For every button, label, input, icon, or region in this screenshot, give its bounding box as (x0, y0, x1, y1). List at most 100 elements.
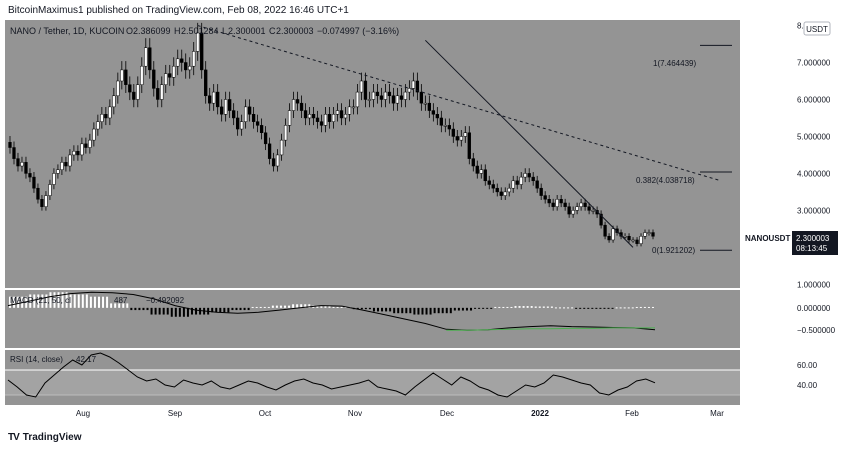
macd-histogram-bar (587, 307, 590, 309)
price-tag-countdown: 08:13:45 (796, 244, 828, 253)
candle-down (156, 88, 160, 100)
candle-down (535, 180, 539, 189)
macd-histogram-bar (17, 296, 20, 308)
candle-up (291, 99, 296, 111)
macd-histogram-bar (283, 305, 286, 308)
candle-down (491, 184, 495, 189)
candle-down (76, 150, 80, 156)
candle-up (331, 114, 336, 122)
macd-histogram-bar (259, 306, 262, 308)
symbol-line: NANO / Tether, 1D, KUCOIN (10, 26, 124, 36)
publish-line: BitcoinMaximus1 published on TradingView… (8, 5, 349, 16)
candle-down (587, 206, 591, 211)
tradingview-logo[interactable]: TV TradingView (8, 432, 82, 443)
macd-histogram-bar (114, 303, 117, 308)
macd-histogram-bar (554, 307, 557, 309)
macd-histogram-bar (138, 307, 141, 311)
macd-histogram-bar (65, 292, 68, 308)
macd-histogram-bar (118, 303, 121, 308)
macd-histogram-bar (474, 307, 477, 309)
x-tick-label: 2022 (531, 409, 549, 418)
candle-down (471, 158, 475, 167)
macd-histogram-bar (150, 307, 153, 315)
macd-histogram-bar (413, 307, 416, 315)
trendline-descending-resistance (425, 39, 634, 248)
macd-histogram-bar (583, 307, 586, 309)
candle-down (40, 199, 44, 207)
candle-down (547, 199, 551, 204)
macd-histogram-bar (158, 307, 161, 315)
macd-histogram-bar (227, 307, 230, 313)
candle-up (343, 114, 348, 119)
macd-histogram-bar (478, 307, 481, 309)
candle-up (239, 121, 244, 130)
price-tag-value: 2.300003 (796, 234, 830, 243)
candle-up (243, 106, 248, 122)
candle-up (172, 65, 176, 78)
macd-histogram-bar (591, 307, 594, 309)
macd-histogram-bar (178, 307, 181, 317)
macd-histogram-bar (316, 305, 319, 308)
candle-down (124, 69, 128, 85)
candle-down (551, 202, 555, 207)
macd-label: MACD (21, 50, cl (10, 296, 71, 305)
macd-histogram-bar (304, 304, 307, 308)
candle-down (531, 176, 535, 182)
candle-down (299, 102, 304, 111)
candle-down (455, 136, 459, 141)
candle-down (319, 121, 324, 126)
macd-histogram-bar (385, 307, 388, 312)
macd-histogram-bar (45, 294, 48, 308)
candle-up (279, 139, 284, 156)
tradingview-logo-text: TradingView (22, 432, 82, 443)
tradingview-logo-icon: TV (8, 432, 20, 443)
macd-histogram-bar (267, 306, 270, 308)
macd-histogram-bar (356, 307, 359, 310)
currency-badge: USDT (806, 25, 828, 34)
candle-up (507, 187, 511, 193)
candle-up (88, 139, 92, 148)
currency-badge-box[interactable] (803, 21, 831, 36)
price-tick-label: 5.000000 (797, 132, 831, 141)
candle-down (168, 73, 172, 78)
macd-histogram-bar (526, 306, 529, 308)
candle-up (136, 84, 140, 100)
rsi-label: RSI (14, close) (10, 355, 63, 364)
candle-up (20, 162, 24, 167)
macd-axis-bg (740, 290, 845, 348)
macd-histogram-bar (494, 306, 497, 308)
macd-histogram-bar (93, 296, 96, 308)
macd-histogram-bar (571, 307, 574, 309)
price-tick-label: 6.000000 (797, 95, 831, 104)
candle-up (611, 228, 615, 241)
candle-up (359, 80, 364, 93)
macd-histogram-bar (292, 304, 295, 308)
macd-histogram-bar (324, 305, 327, 308)
macd-histogram-bar (130, 307, 133, 311)
macd-histogram-bar (558, 307, 561, 309)
candle-down (128, 84, 132, 93)
candle-up (523, 173, 527, 178)
macd-histogram-bar (522, 306, 525, 308)
macd-histogram-bar (377, 307, 380, 312)
macd-histogram-bar (85, 294, 88, 308)
macd-histogram-bar (502, 306, 505, 308)
macd-histogram-bar (154, 307, 157, 315)
macd-histogram-bar (490, 307, 493, 309)
macd-histogram-bar (623, 307, 626, 309)
trendline-long-term-resistance (197, 25, 722, 182)
macd-histogram-bar (538, 306, 541, 308)
candle-up (591, 210, 595, 212)
candle-up (188, 65, 192, 71)
macd-histogram-bar (33, 294, 36, 308)
macd-histogram-bar (73, 294, 76, 308)
candle-up (44, 195, 48, 207)
macd-histogram-bar (166, 307, 169, 315)
price-tick-label: 1.000000 (797, 280, 831, 289)
macd-histogram-bar (332, 306, 335, 308)
candle-up (100, 114, 104, 122)
macd-histogram-bar (97, 296, 100, 308)
fib-label-0: 0(1.921202) (652, 246, 695, 255)
macd-histogram-bar (627, 307, 630, 309)
